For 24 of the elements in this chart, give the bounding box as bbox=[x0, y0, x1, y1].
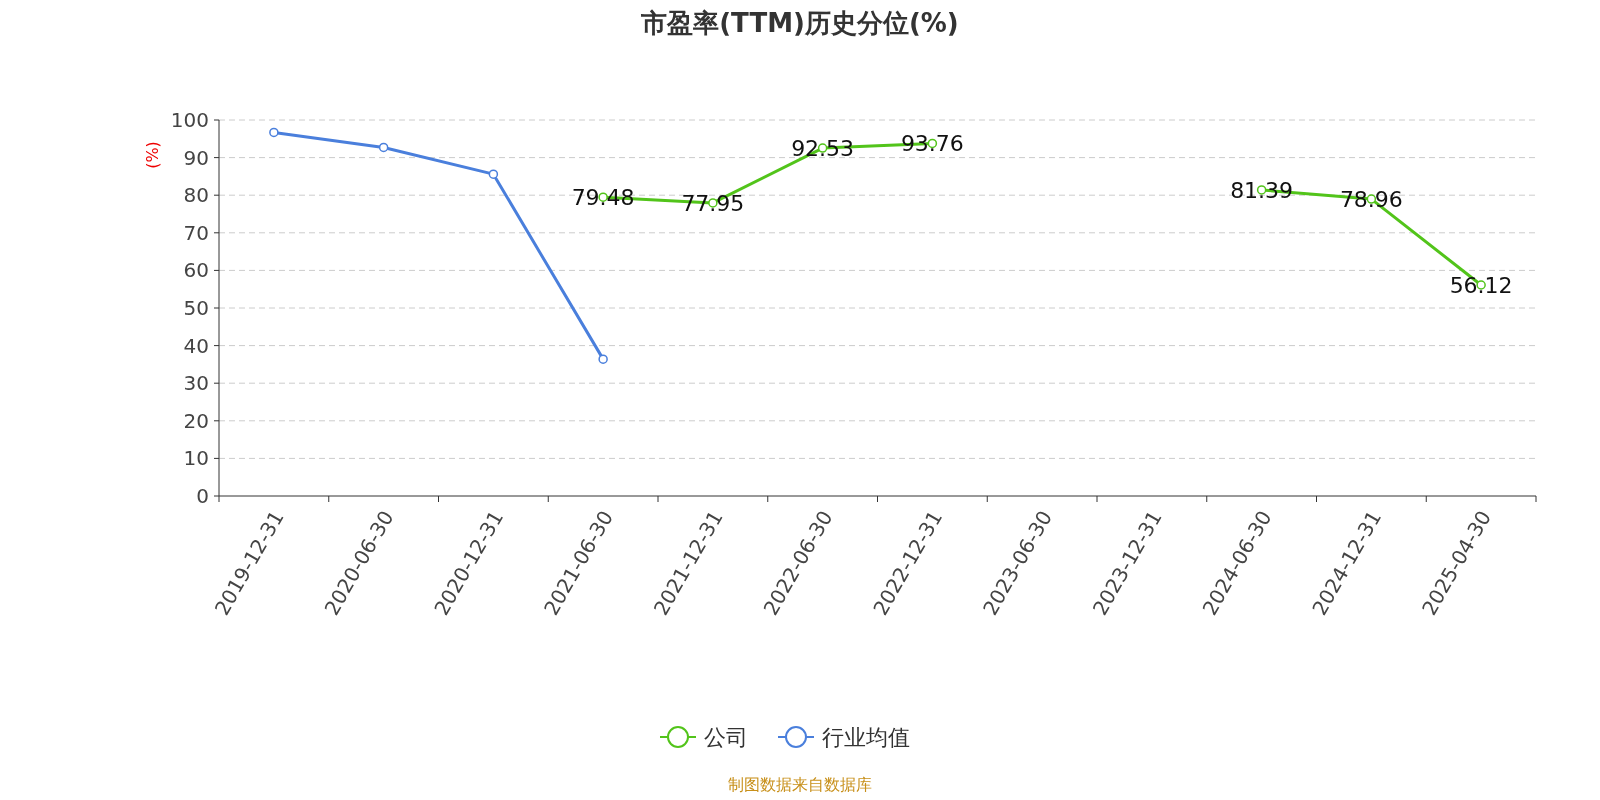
point bbox=[269, 127, 279, 138]
data-label: 81.39 bbox=[1230, 177, 1294, 203]
text: 制图数据来自数据库 bbox=[728, 775, 872, 794]
y-tick-label: 30 bbox=[183, 371, 209, 396]
point bbox=[378, 142, 389, 153]
data-label: 56.12 bbox=[1449, 272, 1513, 298]
y-tick-label: 70 bbox=[183, 220, 209, 245]
y-tick-label: 0 bbox=[196, 484, 209, 508]
y-tick-label: 40 bbox=[183, 333, 209, 358]
y-tick-label: 100 bbox=[170, 108, 209, 132]
chart-title: 市盈率(TTM)历史分位(%) bbox=[640, 8, 959, 38]
data-label: 93.76 bbox=[900, 131, 964, 157]
y-tick-label: 90 bbox=[183, 145, 209, 170]
y-tick-label: 20 bbox=[183, 408, 209, 433]
y-axis-title: (%) bbox=[143, 141, 162, 169]
y-tick-label: 60 bbox=[183, 258, 209, 283]
data-label: 79.48 bbox=[571, 185, 635, 211]
point bbox=[598, 354, 608, 364]
point bbox=[488, 169, 499, 179]
legend-label: 公司 bbox=[704, 725, 748, 750]
y-tick-label: 10 bbox=[183, 446, 209, 471]
y-tick-label: 80 bbox=[183, 183, 209, 208]
y-tick-label: 50 bbox=[183, 296, 209, 320]
legend-label: 行业均值 bbox=[822, 725, 910, 750]
